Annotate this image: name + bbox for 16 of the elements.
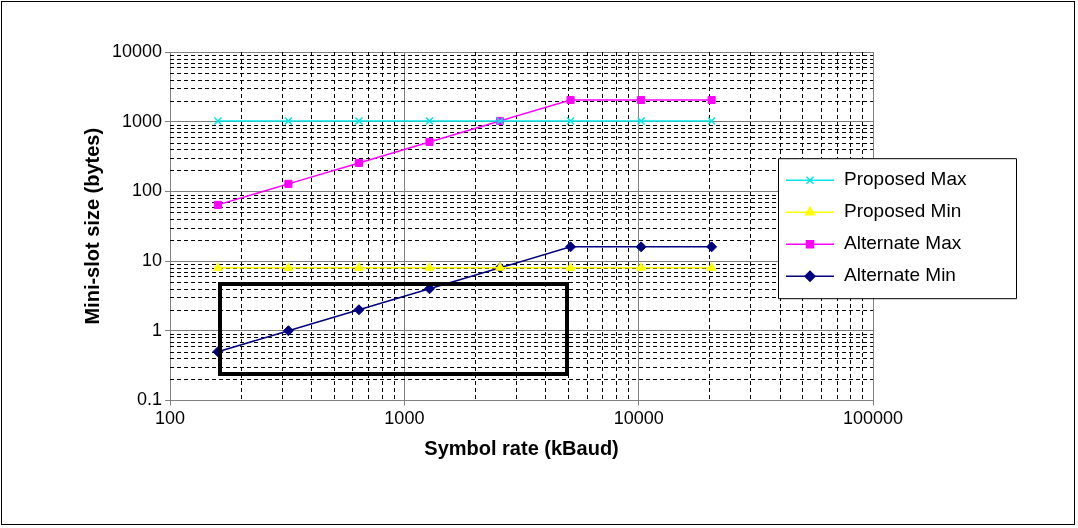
y-tick-label: 1000	[122, 110, 163, 131]
legend-label: Proposed Max	[844, 168, 968, 190]
y-tick-label: 10	[142, 250, 163, 271]
legend-label: Alternate Max	[844, 232, 962, 254]
x-tick-label: 1000	[384, 408, 425, 429]
x-tick-label: 100000	[842, 408, 904, 429]
legend-label: Proposed Min	[844, 200, 962, 222]
y-tick-label: 1	[152, 319, 163, 340]
y-axis-title: Mini-slot size (bytes)	[80, 127, 103, 325]
legend-label: Alternate Min	[844, 264, 956, 286]
y-tick-label: 0.1	[137, 389, 163, 410]
x-axis-title: Symbol rate (kBaud)	[424, 436, 619, 459]
x-tick-label: 10000	[613, 408, 664, 429]
y-tick-label: 100	[132, 180, 163, 201]
x-tick-label: 100	[155, 408, 186, 429]
y-tick-label: 10000	[111, 40, 163, 61]
